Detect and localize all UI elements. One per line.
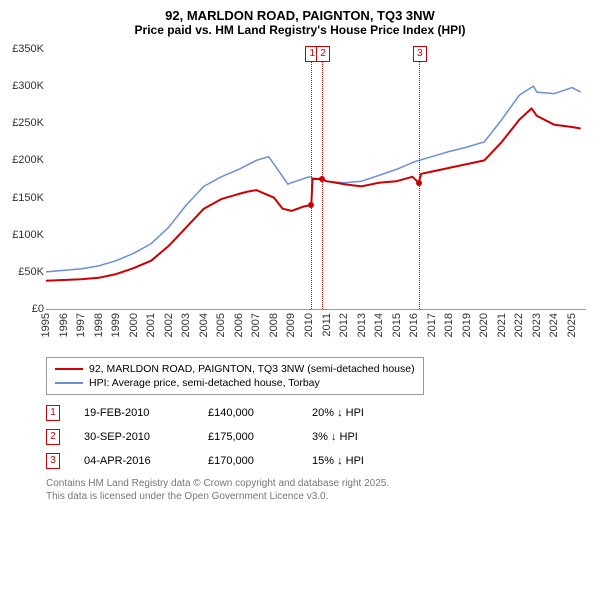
x-tick-label: 1996	[58, 313, 70, 337]
event-number: 2	[46, 429, 60, 445]
x-tick-label: 2020	[478, 313, 490, 337]
event-date: 19-FEB-2010	[84, 407, 184, 419]
legend: 92, MARLDON ROAD, PAIGNTON, TQ3 3NW (sem…	[46, 357, 424, 395]
event-date: 04-APR-2016	[84, 455, 184, 467]
footer-line-2: This data is licensed under the Open Gov…	[46, 490, 590, 503]
x-tick-label: 2015	[391, 313, 403, 337]
x-tick-label: 2012	[338, 313, 350, 337]
event-diff: 20% ↓ HPI	[312, 407, 412, 419]
x-tick-label: 2013	[356, 313, 368, 337]
x-tick-label: 1997	[75, 313, 87, 337]
x-tick-label: 2019	[461, 313, 473, 337]
x-tick-label: 2011	[321, 313, 333, 337]
x-tick-label: 2009	[285, 313, 297, 337]
y-tick-label: £150K	[0, 192, 44, 204]
x-tick-label: 2008	[268, 313, 280, 337]
chart-area: £0 £50K £100K £150K £200K £250K £300K £350K 12 3…	[0, 39, 600, 349]
x-tick-label: 2002	[163, 313, 175, 337]
event-row: 2 30-SEP-2010 £175,000 3% ↓ HPI	[46, 425, 590, 449]
x-tick-label: 2025	[566, 313, 578, 337]
sale-marker-line: 1	[311, 49, 312, 309]
plot-svg	[46, 49, 586, 309]
sale-marker-box: 3	[413, 46, 427, 62]
legend-row: 92, MARLDON ROAD, PAIGNTON, TQ3 3NW (sem…	[55, 362, 415, 376]
x-tick-label: 2003	[180, 313, 192, 337]
event-diff: 15% ↓ HPI	[312, 455, 412, 467]
x-tick-label: 2016	[408, 313, 420, 337]
x-tick-label: 2023	[531, 313, 543, 337]
plot-region: 12 3	[46, 49, 586, 310]
x-tick-label: 2001	[145, 313, 157, 337]
sale-marker-dot	[319, 176, 325, 182]
event-price: £170,000	[208, 455, 288, 467]
x-tick-label: 1995	[40, 313, 52, 337]
y-tick-label: £50K	[0, 266, 44, 278]
y-tick-label: £300K	[0, 80, 44, 92]
event-number: 1	[46, 405, 60, 421]
event-row: 3 04-APR-2016 £170,000 15% ↓ HPI	[46, 449, 590, 473]
y-tick-label: £0	[0, 303, 44, 315]
legend-label: 92, MARLDON ROAD, PAIGNTON, TQ3 3NW (sem…	[89, 363, 415, 375]
x-tick-label: 2010	[303, 313, 315, 337]
legend-swatch	[55, 368, 83, 370]
legend-row: HPI: Average price, semi-detached house,…	[55, 376, 415, 390]
x-tick-label: 2018	[443, 313, 455, 337]
y-tick-label: £200K	[0, 154, 44, 166]
x-tick-label: 2006	[233, 313, 245, 337]
title-sub: Price paid vs. HM Land Registry's House …	[10, 23, 590, 37]
event-price: £175,000	[208, 431, 288, 443]
chart-container: 92, MARLDON ROAD, PAIGNTON, TQ3 3NW Pric…	[0, 0, 600, 503]
sale-marker-dot	[416, 180, 422, 186]
x-tick-label: 2017	[426, 313, 438, 337]
sale-marker-box: 2	[316, 46, 330, 62]
x-tick-label: 2021	[496, 313, 508, 337]
legend-swatch	[55, 382, 83, 384]
x-tick-label: 2022	[513, 313, 525, 337]
event-price: £140,000	[208, 407, 288, 419]
sale-events-table: 1 19-FEB-2010 £140,000 20% ↓ HPI 2 30-SEP-201…	[46, 401, 590, 473]
sale-marker-dot	[308, 202, 314, 208]
legend-label: HPI: Average price, semi-detached house,…	[89, 377, 320, 389]
x-tick-label: 1999	[110, 313, 122, 337]
y-tick-label: £350K	[0, 43, 44, 55]
x-tick-label: 2014	[373, 313, 385, 337]
x-tick-label: 2004	[198, 313, 210, 337]
series-line	[46, 108, 581, 280]
event-number: 3	[46, 453, 60, 469]
event-date: 30-SEP-2010	[84, 431, 184, 443]
x-tick-label: 2000	[128, 313, 140, 337]
x-tick-label: 2005	[215, 313, 227, 337]
footer: Contains HM Land Registry data © Crown c…	[46, 477, 590, 503]
y-tick-label: £100K	[0, 229, 44, 241]
event-row: 1 19-FEB-2010 £140,000 20% ↓ HPI	[46, 401, 590, 425]
x-tick-label: 1998	[93, 313, 105, 337]
x-tick-label: 2024	[548, 313, 560, 337]
title-main: 92, MARLDON ROAD, PAIGNTON, TQ3 3NW	[10, 8, 590, 23]
y-tick-label: £250K	[0, 117, 44, 129]
footer-line-1: Contains HM Land Registry data © Crown c…	[46, 477, 590, 490]
event-diff: 3% ↓ HPI	[312, 431, 412, 443]
x-tick-label: 2007	[250, 313, 262, 337]
title-block: 92, MARLDON ROAD, PAIGNTON, TQ3 3NW Pric…	[0, 0, 600, 39]
